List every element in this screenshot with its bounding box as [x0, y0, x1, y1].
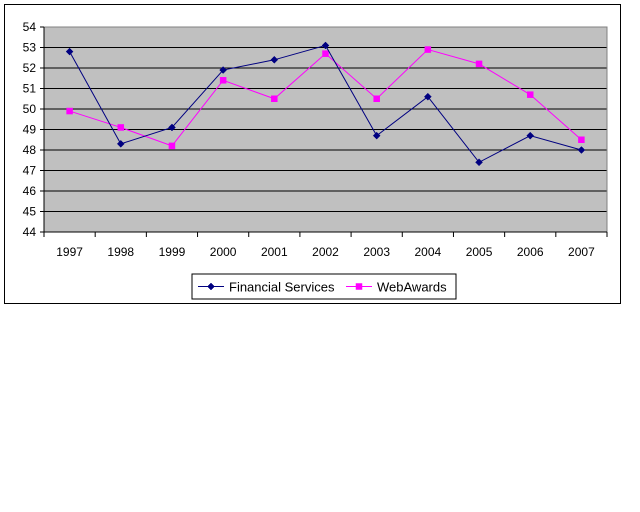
legend-label: WebAwards: [377, 280, 447, 295]
x-tick-label: 1999: [159, 245, 186, 259]
y-tick-label: 52: [23, 61, 37, 75]
x-tick-label: 1997: [56, 245, 83, 259]
y-tick-label: 46: [23, 184, 37, 198]
y-tick-label: 50: [23, 102, 37, 116]
data-point-webawards: [578, 136, 585, 143]
x-tick-label: 2006: [517, 245, 544, 259]
data-point-financial-services: [321, 41, 330, 50]
data-point-financial-services: [168, 123, 176, 132]
axes: [40, 26, 608, 237]
x-tick-label: 2007: [568, 245, 595, 259]
x-tick-label: 1998: [107, 245, 134, 259]
data-point-webawards: [219, 77, 227, 84]
legend: Financial Services WebAwards: [191, 273, 457, 300]
y-tick-label: 51: [23, 82, 37, 96]
y-tick-label: 47: [23, 164, 37, 178]
data-point-webawards: [168, 142, 176, 150]
data-point-financial-services: [526, 131, 535, 140]
data-point-financial-services: [270, 55, 279, 64]
x-tick-label: 2005: [466, 245, 493, 259]
data-point-financial-services: [116, 139, 125, 148]
data-point-webawards: [373, 95, 380, 102]
y-tick-label: 48: [23, 143, 37, 157]
x-tick-labels: 1997 1998 1999 2000 2001 2002 2003 2004 2005 2006…: [56, 245, 595, 259]
data-point-financial-services: [219, 66, 227, 74]
legend-swatch-marker: [207, 282, 215, 291]
legend-entry-financial-services: Financial Services: [198, 280, 335, 295]
series-financial-services: [65, 41, 586, 167]
y-tick-label: 54: [23, 20, 37, 34]
legend-entry-webawards: WebAwards: [346, 280, 447, 295]
x-tick-label: 2000: [210, 245, 237, 259]
data-point-webawards: [271, 95, 278, 102]
y-tick-label: 49: [23, 123, 37, 137]
x-tick-label: 2003: [363, 245, 390, 259]
y-tick-label: 44: [23, 225, 37, 239]
data-point-webawards: [66, 107, 73, 115]
data-point-webawards: [526, 91, 534, 98]
x-tick-label: 2002: [312, 245, 339, 259]
y-tick-labels: 44 45 46 47 48 49 50 51 52 53 54: [23, 20, 37, 239]
data-point-financial-services: [65, 47, 74, 56]
legend-swatch-marker: [355, 283, 363, 290]
data-point-webawards: [475, 60, 483, 68]
legend-label: Financial Services: [229, 280, 335, 295]
legend-box: [191, 273, 457, 300]
data-point-financial-services: [372, 131, 381, 140]
y-tick-label: 53: [23, 41, 37, 55]
data-point-financial-services: [475, 158, 483, 167]
x-tick-label: 2004: [415, 245, 442, 259]
y-tick-label: 45: [23, 205, 37, 219]
x-tick-label: 2001: [261, 245, 288, 259]
data-point-financial-services: [577, 146, 586, 154]
data-point-webawards: [322, 50, 329, 57]
series: [65, 41, 586, 167]
data-point-financial-services: [424, 92, 432, 101]
data-point-webawards: [117, 124, 125, 131]
series-webawards: [66, 46, 585, 150]
data-point-webawards: [424, 46, 432, 53]
